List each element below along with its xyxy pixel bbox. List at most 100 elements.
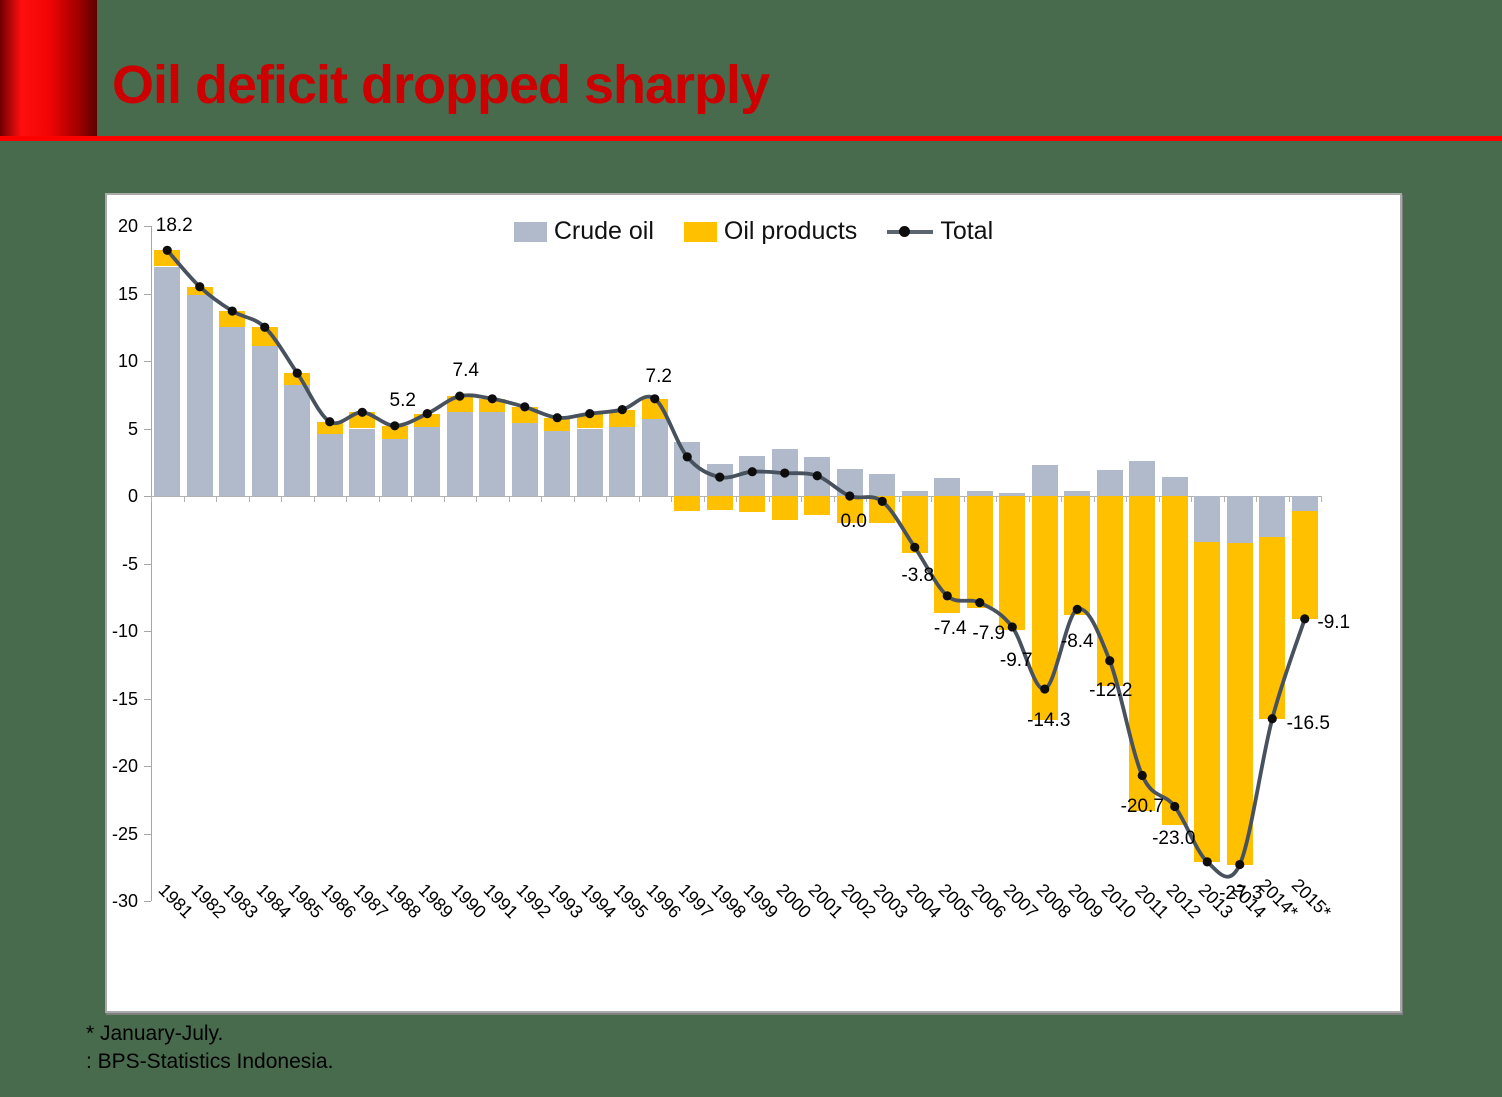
category-tick	[1158, 496, 1160, 502]
crude-oil-bar	[934, 478, 961, 496]
crude-oil-bar	[1194, 496, 1221, 542]
category-tick	[346, 496, 347, 502]
oil-products-bar	[706, 496, 733, 510]
legend-item-total: Total	[887, 217, 993, 246]
crude-oil-bar	[381, 439, 408, 496]
footnotes: * January-July. : BPS-Statistics Indones…	[86, 1020, 333, 1076]
total-data-label: -20.7	[1120, 796, 1164, 818]
category-tick	[898, 496, 900, 502]
total-data-label: -8.4	[1060, 631, 1094, 653]
category-tick	[1321, 496, 1322, 502]
total-point	[552, 413, 562, 423]
category-tick	[443, 496, 445, 502]
crude-oil-bar	[576, 428, 603, 496]
total-data-label: 5.2	[389, 389, 416, 411]
y-axis-label: 10	[117, 351, 138, 371]
total-point	[162, 245, 172, 255]
y-tick	[144, 833, 151, 835]
y-axis-label: -5	[121, 553, 138, 574]
title-underline	[0, 136, 1502, 141]
category-tick	[216, 496, 217, 502]
category-tick	[1028, 496, 1030, 502]
category-tick	[1256, 496, 1257, 502]
oil-products-bar	[804, 496, 831, 515]
y-axis-line	[151, 226, 152, 901]
crude-oil-bar	[349, 428, 376, 496]
total-point	[455, 391, 465, 401]
total-point	[1267, 714, 1277, 724]
category-tick	[508, 496, 510, 502]
total-data-label: -7.4	[933, 617, 967, 639]
category-tick	[996, 496, 997, 502]
total-line-path	[165, 248, 1307, 879]
category-tick	[833, 496, 835, 502]
total-point	[1300, 614, 1310, 624]
crude-oil-bar	[316, 433, 343, 496]
total-data-label: -7.9	[972, 622, 1006, 644]
crude-oil-bar	[641, 419, 668, 496]
total-point	[1007, 622, 1017, 632]
total-point	[910, 542, 920, 552]
y-tick	[144, 226, 151, 227]
y-tick	[144, 631, 151, 632]
oil-products-bar	[674, 496, 701, 511]
total-data-label: -14.3	[1027, 710, 1071, 732]
crude-oil-bar	[674, 442, 701, 496]
total-point	[650, 394, 660, 404]
oil-products-bar	[381, 425, 408, 440]
chart-legend: Crude oil Oil products Total	[107, 217, 1400, 246]
y-tick	[144, 563, 151, 565]
total-point	[325, 417, 335, 427]
legend-label: Total	[940, 217, 994, 245]
category-tick	[248, 496, 250, 502]
oil-products-swatch-icon	[683, 221, 717, 242]
category-tick	[476, 496, 477, 502]
legend-item-crude-oil: Crude oil	[513, 217, 654, 246]
oil-products-bar	[739, 496, 766, 513]
total-point	[585, 409, 595, 419]
y-axis-label: 0	[127, 486, 138, 506]
y-axis-label: 15	[117, 283, 138, 304]
total-point	[1105, 656, 1115, 666]
y-tick	[144, 766, 151, 767]
crude-oil-bar	[1031, 464, 1058, 496]
total-point	[487, 394, 497, 404]
y-axis-label: 20	[117, 216, 138, 236]
total-point	[975, 598, 985, 608]
total-point	[1170, 801, 1180, 812]
y-tick	[144, 293, 151, 295]
category-tick	[1061, 496, 1062, 502]
oil-products-bar	[1129, 496, 1156, 811]
total-point	[682, 452, 692, 462]
category-tick	[866, 496, 867, 502]
oil-products-bar	[1226, 543, 1253, 865]
total-point	[422, 409, 432, 419]
category-tick	[768, 496, 770, 502]
oil-products-bar	[1194, 541, 1221, 862]
crude-oil-bar	[251, 346, 278, 496]
crude-oil-bar	[479, 412, 506, 496]
total-line	[162, 245, 1310, 879]
page-title: Oil deficit dropped sharply	[112, 55, 770, 115]
total-point	[1235, 859, 1245, 870]
crude-oil-bar	[1226, 496, 1253, 544]
total-data-label: -16.5	[1286, 712, 1330, 734]
crude-oil-bar	[544, 431, 571, 496]
total-point	[845, 491, 855, 501]
oil-products-bar	[544, 417, 571, 432]
y-axis-label: -20	[111, 756, 138, 776]
oil-products-bar	[1291, 510, 1318, 619]
y-tick	[144, 698, 151, 700]
crude-oil-bar	[414, 427, 441, 496]
category-tick	[703, 496, 705, 502]
oil-products-bar	[576, 413, 603, 429]
total-point	[617, 405, 627, 415]
crude-oil-bar	[1291, 496, 1318, 511]
total-data-label: -27.3	[1219, 882, 1263, 904]
footnote-source: : BPS-Statistics Indonesia.	[86, 1050, 334, 1073]
total-data-label: 18.2	[155, 215, 193, 237]
y-tick	[144, 901, 151, 902]
category-tick	[1191, 496, 1192, 502]
total-point	[1040, 684, 1050, 694]
crude-oil-bar	[219, 327, 246, 496]
